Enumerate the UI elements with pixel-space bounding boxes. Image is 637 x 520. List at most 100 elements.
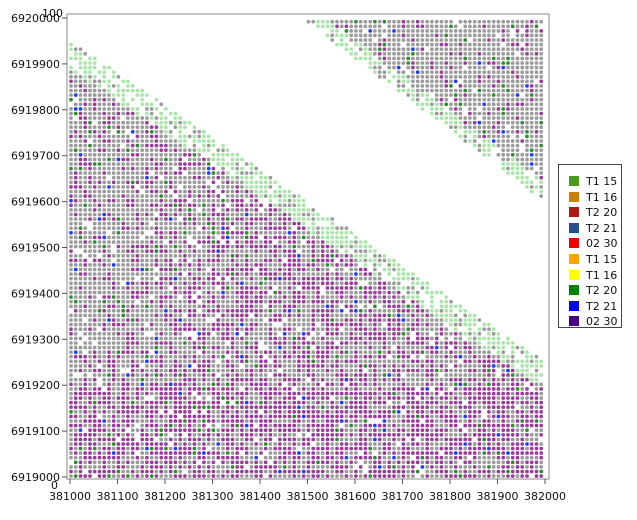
data-point: [211, 446, 216, 451]
data-point: [358, 474, 363, 478]
data-point: [306, 428, 311, 432]
data-point: [244, 442, 249, 446]
data-point: [111, 102, 116, 107]
data-point: [92, 359, 97, 364]
data-point: [78, 286, 83, 290]
data-point: [354, 309, 358, 313]
data-point: [92, 318, 97, 322]
data-point: [121, 332, 125, 336]
data-point: [107, 299, 111, 304]
data-point: [197, 286, 201, 290]
data-point: [164, 460, 168, 465]
data-point: [230, 428, 235, 432]
data-point: [358, 254, 363, 258]
data-point: [254, 231, 258, 235]
data-point: [363, 304, 368, 309]
data-point: [197, 185, 201, 189]
data-point: [254, 433, 258, 437]
data-point: [377, 258, 382, 263]
data-point: [377, 286, 382, 290]
data-point: [78, 194, 83, 198]
data-point: [244, 162, 249, 166]
data-point: [392, 414, 396, 419]
data-point: [339, 272, 344, 276]
data-point: [126, 387, 130, 391]
data-point: [173, 474, 178, 478]
data-point: [187, 249, 192, 253]
data-point: [69, 88, 73, 93]
data-point: [92, 419, 97, 423]
data-point: [235, 327, 239, 331]
data-point: [69, 70, 73, 74]
data-point: [320, 327, 325, 331]
data-point: [168, 332, 173, 336]
data-point: [382, 428, 387, 432]
data-point: [149, 423, 154, 428]
data-point: [121, 175, 125, 180]
data-point: [183, 295, 187, 299]
data-point: [392, 281, 396, 286]
data-point: [278, 387, 282, 391]
data-point: [97, 217, 102, 221]
data-point: [111, 309, 116, 313]
data-point: [111, 350, 116, 354]
data-point: [121, 125, 125, 129]
data-point: [297, 382, 301, 387]
data-point: [145, 391, 149, 396]
data-point: [306, 276, 311, 281]
data-point: [335, 382, 339, 387]
data-point: [235, 286, 239, 290]
data-point: [140, 175, 144, 180]
data-point: [130, 309, 135, 313]
data-point: [211, 423, 216, 428]
data-point: [88, 267, 92, 272]
data-point: [287, 377, 292, 382]
data-point: [135, 272, 140, 276]
data-point: [140, 286, 144, 290]
data-point: [183, 304, 187, 309]
data-point: [164, 185, 168, 189]
data-point: [297, 428, 301, 432]
data-point: [159, 460, 163, 465]
data-point: [235, 249, 239, 253]
data-point: [254, 313, 258, 318]
data-point: [168, 465, 173, 469]
data-point: [192, 377, 197, 382]
data-point: [168, 208, 173, 212]
data-point: [178, 143, 182, 148]
data-point: [168, 322, 173, 327]
data-point: [320, 474, 325, 478]
data-point: [121, 130, 125, 134]
data-point: [135, 286, 140, 290]
data-point: [102, 148, 106, 152]
data-point: [216, 258, 220, 263]
data-point: [211, 322, 216, 327]
data-point: [273, 410, 277, 414]
data-point: [377, 387, 382, 391]
data-point: [392, 332, 396, 336]
data-point: [73, 281, 78, 286]
data-point: [116, 364, 121, 368]
data-point: [202, 267, 206, 272]
data-point: [202, 276, 206, 281]
data-point: [392, 309, 396, 313]
data-point: [145, 166, 149, 171]
data-point: [130, 263, 135, 267]
data-point: [249, 382, 254, 387]
data-point: [268, 309, 273, 313]
data-point: [244, 290, 249, 295]
data-point: [97, 354, 102, 359]
data-point: [316, 446, 320, 451]
data-point: [69, 226, 73, 230]
data-point: [164, 107, 168, 111]
data-point: [73, 139, 78, 143]
data-point: [287, 460, 292, 465]
data-point: [168, 455, 173, 460]
data-point: [368, 345, 372, 350]
data-point: [396, 318, 401, 322]
data-point: [396, 410, 401, 414]
data-point: [173, 345, 178, 350]
data-point: [140, 428, 144, 432]
data-point: [130, 474, 135, 478]
data-point: [121, 442, 125, 446]
